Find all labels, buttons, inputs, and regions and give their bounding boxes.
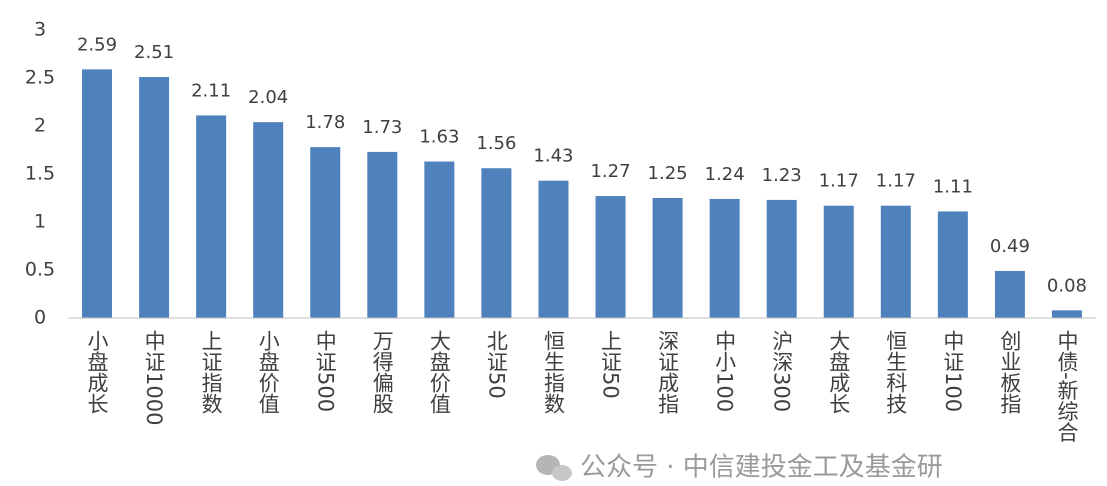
bar: [709, 198, 740, 318]
bar: [424, 161, 455, 318]
y-tick-label: 1: [34, 211, 46, 233]
x-tick-label: 大盘成长: [827, 330, 851, 414]
value-label: 1.63: [419, 127, 459, 148]
value-label: 0.08: [1047, 275, 1087, 296]
bar: [652, 198, 683, 318]
value-label: 1.56: [476, 133, 516, 154]
bar: [1051, 310, 1082, 318]
x-tick-label: 上证指数: [199, 330, 223, 414]
bar: [994, 270, 1025, 318]
value-label: 1.17: [876, 171, 916, 192]
x-tick-label: 上证50: [599, 330, 623, 399]
x-tick-label: 中证100: [941, 330, 965, 412]
wechat-icon: [536, 455, 572, 481]
value-label: 1.27: [590, 161, 630, 182]
value-label: 1.43: [533, 146, 573, 167]
bar: [595, 196, 626, 318]
bar: [538, 180, 569, 318]
bar: [766, 199, 797, 318]
value-label: 2.59: [77, 34, 117, 55]
bar: [367, 151, 398, 318]
y-tick-label: 3: [34, 19, 46, 41]
value-label: 1.25: [648, 163, 688, 184]
y-tick-label: 2.5: [25, 67, 55, 89]
bar: [196, 115, 227, 318]
value-label: 1.73: [362, 117, 402, 138]
bar: [481, 168, 512, 318]
x-tick-label: 大盘价值: [427, 330, 451, 414]
value-label: 1.17: [819, 171, 859, 192]
y-tick-label: 2: [34, 115, 46, 137]
x-tick-label: 小盘成长: [85, 330, 109, 414]
y-tick-label: 0: [34, 307, 46, 329]
x-tick-label: 恒生指数: [541, 330, 565, 414]
value-label: 1.11: [933, 176, 973, 197]
x-tick-label: 北证50: [484, 330, 508, 399]
value-label: 1.78: [305, 112, 345, 133]
bar: [139, 77, 170, 318]
bar: [937, 211, 968, 318]
bar: [823, 205, 854, 318]
y-tick-label: 1.5: [25, 163, 55, 185]
value-label: 2.11: [191, 80, 231, 101]
x-tick-label: 恒生科技: [884, 330, 908, 414]
value-label: 0.49: [990, 236, 1030, 257]
x-tick-label: 小盘价值: [256, 330, 280, 414]
x-tick-label: 中小100: [713, 330, 737, 412]
x-tick-label: 沪深300: [770, 330, 794, 412]
value-label: 1.24: [705, 164, 745, 185]
value-label: 2.51: [134, 42, 174, 63]
x-tick-label: 深证成指: [656, 330, 680, 414]
x-tick-label: 中证1000: [142, 330, 166, 425]
watermark: 公众号 · 中信建投金工及基金研: [580, 453, 943, 483]
bar: [310, 147, 341, 318]
bar: [253, 122, 284, 318]
x-tick-label: 中证500: [313, 330, 337, 412]
bar: [880, 205, 911, 318]
value-label: 2.04: [248, 87, 288, 108]
x-tick-label: 中债-新综合: [1055, 330, 1079, 443]
y-tick-label: 0.5: [25, 259, 55, 281]
bar: [82, 69, 113, 318]
value-label: 1.23: [762, 165, 802, 186]
x-tick-label: 万得偏股: [370, 330, 394, 414]
x-tick-label: 创业板指: [998, 330, 1022, 414]
